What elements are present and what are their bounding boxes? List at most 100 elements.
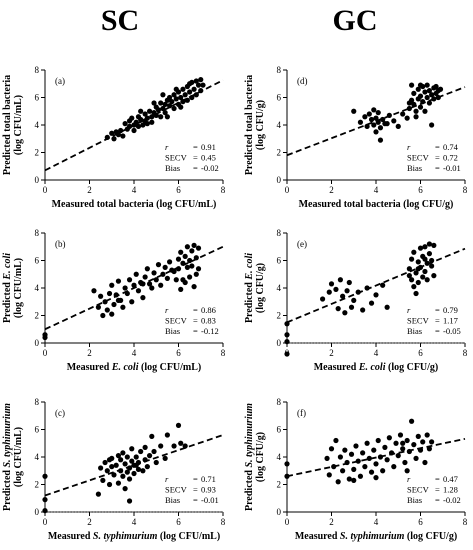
data-point <box>140 122 146 128</box>
data-point <box>422 89 428 95</box>
x-tick-label: 0 <box>285 185 290 195</box>
y-axis-label-line: (log CFU/g) <box>255 263 266 313</box>
y-tick-label: 4 <box>277 120 282 130</box>
data-point <box>158 282 164 288</box>
data-point <box>104 307 110 313</box>
data-point <box>346 279 352 286</box>
data-point <box>124 290 130 297</box>
data-point <box>164 432 170 438</box>
x-tick-label: 8 <box>463 517 468 527</box>
data-point <box>131 470 137 477</box>
data-point <box>342 310 348 316</box>
data-point <box>351 466 357 472</box>
data-point <box>371 107 377 113</box>
data-point <box>140 281 146 287</box>
column-heading-gc: GC <box>333 4 378 37</box>
data-point <box>151 100 157 106</box>
data-point <box>395 453 401 459</box>
y-tick-label: 4 <box>35 120 40 130</box>
data-point <box>180 277 186 283</box>
data-point <box>160 92 166 98</box>
y-tick-label: 8 <box>35 228 40 238</box>
data-point <box>422 459 428 466</box>
data-point <box>368 469 375 475</box>
data-point <box>411 90 417 96</box>
data-point <box>384 304 390 310</box>
stat-equals: = <box>435 474 440 484</box>
data-point <box>415 266 421 272</box>
data-point <box>109 464 115 470</box>
data-point <box>366 455 372 461</box>
data-point <box>151 448 157 455</box>
data-point <box>129 458 135 464</box>
data-point <box>171 105 177 112</box>
x-tick-label: 4 <box>374 517 379 527</box>
data-point <box>191 284 197 290</box>
stat-label: SECV <box>165 485 188 495</box>
data-point <box>413 108 419 114</box>
data-point <box>182 443 188 449</box>
data-point <box>135 466 142 472</box>
data-point <box>420 439 426 445</box>
y-tick-label: 8 <box>277 397 282 407</box>
data-point <box>140 295 146 301</box>
data-point <box>368 116 375 123</box>
data-point <box>149 119 155 125</box>
data-point <box>426 251 432 257</box>
data-point <box>193 255 199 261</box>
data-point <box>98 465 104 471</box>
data-point <box>106 290 113 297</box>
y-tick-label: 8 <box>35 397 40 407</box>
data-point <box>420 274 426 280</box>
data-point <box>380 468 386 474</box>
y-tick-label: 4 <box>277 283 282 293</box>
stat-value: -0.02 <box>201 163 219 173</box>
data-point <box>426 241 432 247</box>
data-point <box>366 111 372 117</box>
data-point <box>437 86 444 92</box>
data-point <box>184 264 190 270</box>
panel-label: (d) <box>297 76 308 86</box>
data-point <box>364 440 370 446</box>
y-tick-label: 2 <box>277 311 282 321</box>
data-point <box>384 457 390 463</box>
data-point <box>284 351 290 357</box>
y-tick-label: 2 <box>277 480 282 490</box>
data-point <box>171 443 177 449</box>
stat-equals: = <box>193 495 198 505</box>
data-point <box>149 114 155 120</box>
data-point <box>164 275 170 281</box>
x-axis-label: Measured S. typhimurium (log CFU/g) <box>295 531 457 542</box>
stat-equals: = <box>193 316 198 326</box>
data-point <box>324 455 330 461</box>
data-point <box>200 82 206 88</box>
stat-label: r <box>165 305 169 315</box>
data-point <box>391 118 397 124</box>
y-tick-label: 6 <box>35 93 40 103</box>
data-point <box>377 125 384 131</box>
data-point <box>411 442 417 448</box>
data-point <box>122 486 128 492</box>
stat-label: Bias <box>165 326 180 336</box>
data-point <box>138 108 144 114</box>
stat-label: r <box>407 305 411 315</box>
data-point <box>409 82 415 88</box>
x-tick-label: 4 <box>132 185 137 195</box>
data-point <box>400 111 406 117</box>
data-point <box>42 508 48 514</box>
data-point <box>284 461 290 467</box>
x-tick-label: 8 <box>463 185 468 195</box>
x-axis-label: Measured total bacteria (log CFU/mL) <box>52 199 217 210</box>
y-axis-label-line: (log CFU/mL) <box>13 95 24 155</box>
data-point <box>167 259 173 265</box>
data-point <box>142 444 148 450</box>
data-point <box>133 454 139 460</box>
y-tick-label: 0 <box>277 507 282 517</box>
stat-equals: = <box>193 153 198 163</box>
data-point <box>424 260 430 266</box>
data-point <box>380 282 386 288</box>
y-tick-label: 2 <box>35 480 40 490</box>
y-tick-label: 4 <box>35 452 40 462</box>
